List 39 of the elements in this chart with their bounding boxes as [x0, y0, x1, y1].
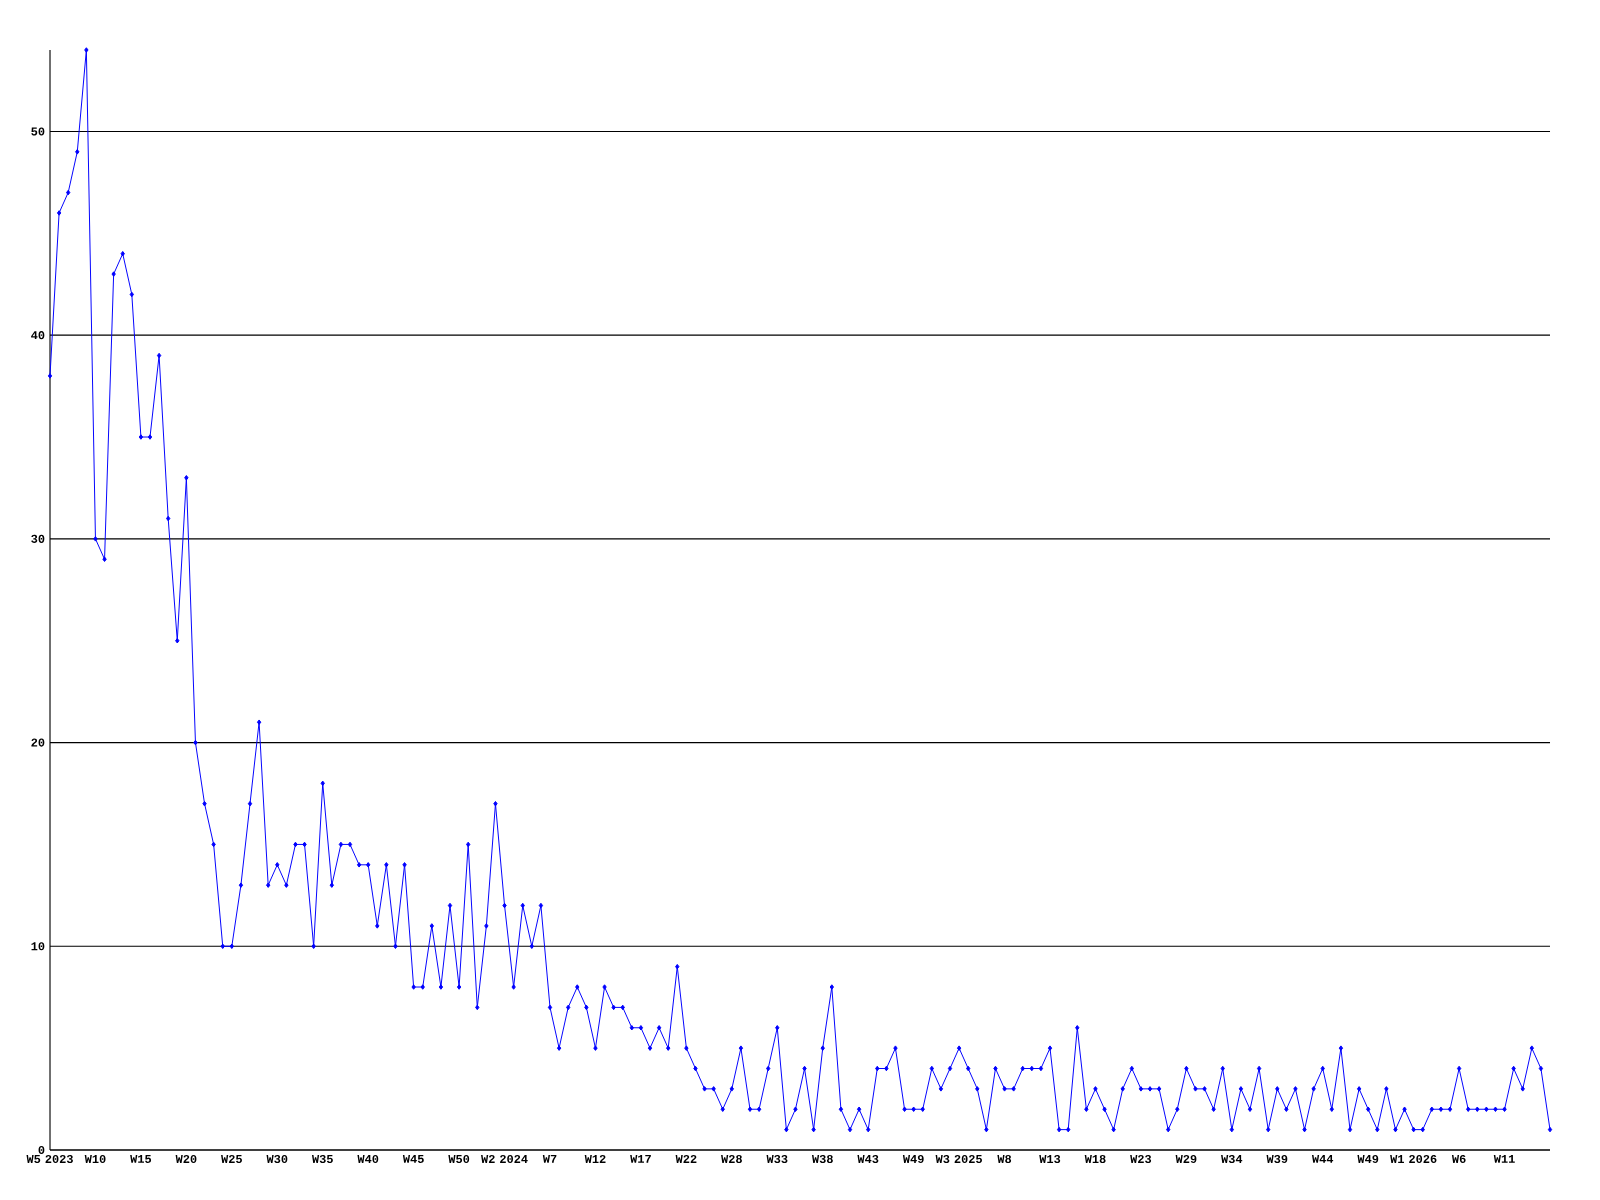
x-tick-label: W23	[1130, 1154, 1152, 1164]
x-tick-label: W38	[811, 1154, 833, 1164]
x-tick-label: W13	[1039, 1154, 1061, 1164]
x-tick-label: W8	[997, 1154, 1012, 1164]
x-tick-label: W17	[630, 1154, 651, 1163]
x-tick-label: W28	[721, 1154, 742, 1164]
x-tick-label: W33	[766, 1154, 788, 1164]
x-tick-label: W30	[266, 1154, 288, 1164]
x-tick-label: W2 2024	[481, 1154, 528, 1164]
x-tick-label: W29	[1175, 1154, 1197, 1164]
y-tick-label: 40	[31, 331, 45, 340]
y-tick-label: 0	[38, 1145, 45, 1155]
x-tick-label: W39	[1266, 1154, 1288, 1164]
x-tick-label: W49	[902, 1154, 924, 1164]
x-tick-label: W6	[1451, 1154, 1466, 1164]
x-tick-label: W35	[311, 1154, 333, 1164]
x-tick-label: W22	[675, 1154, 697, 1163]
x-tick-label: W45	[402, 1154, 424, 1163]
x-tick-label: W34	[1221, 1154, 1243, 1164]
x-tick-label: W11	[1493, 1154, 1515, 1163]
x-tick-label: W49	[1357, 1154, 1379, 1164]
x-tick-label: W12	[584, 1154, 606, 1163]
x-tick-label: W20	[175, 1154, 197, 1164]
x-tick-label: W44	[1311, 1154, 1334, 1163]
x-tick-label: W7	[542, 1154, 557, 1163]
y-tick-label: 30	[31, 534, 45, 543]
y-tick-label: 50	[31, 127, 45, 136]
y-tick-label: 10	[31, 942, 45, 951]
x-tick-label: W25	[221, 1154, 242, 1164]
y-tick-label: 20	[31, 738, 45, 747]
x-tick-label: W50	[448, 1154, 470, 1164]
x-tick-label: W40	[357, 1154, 379, 1164]
x-tick-label: W10	[84, 1154, 106, 1164]
x-tick-label: W3 2025	[935, 1154, 982, 1164]
x-tick-label: W18	[1084, 1154, 1106, 1164]
x-tick-label: W43	[857, 1154, 879, 1164]
x-tick-label: W5 2023	[26, 1154, 73, 1164]
x-tick-label: W1 2026	[1390, 1154, 1437, 1164]
x-tick-label: W15	[130, 1154, 152, 1163]
